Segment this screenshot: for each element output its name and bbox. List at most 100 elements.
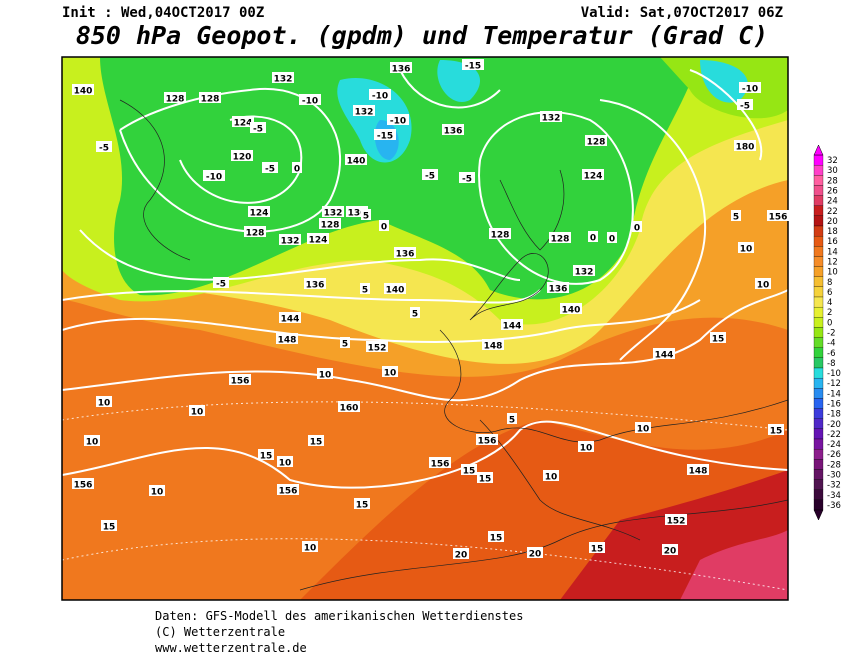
label-box (369, 89, 391, 100)
label-box (549, 232, 571, 243)
label-box (338, 401, 360, 412)
label-box (653, 348, 675, 359)
colorbar-cell (813, 428, 824, 440)
colorbar-label: 22 (827, 207, 838, 217)
colorbar-cell (813, 175, 824, 186)
colorbar-label: 0 (827, 318, 832, 328)
colorbar-label: 8 (827, 278, 832, 288)
colorbar-label: -10 (827, 369, 841, 379)
contour-label: 20 (455, 551, 468, 561)
colorbar-cell (813, 256, 824, 267)
contour-label: 128 (246, 229, 265, 239)
contour-label: 128 (201, 95, 220, 105)
label-box (501, 319, 523, 330)
map-title: 850 hPa Geopot. (gpdm) und Temperatur (G… (76, 21, 768, 50)
label-box (272, 72, 294, 83)
label-box (262, 162, 278, 173)
contour-label: 148 (278, 336, 297, 346)
colorbar-cell (813, 408, 824, 419)
label-box (768, 424, 784, 435)
contour-label: 144 (655, 351, 674, 361)
contour-label: 140 (562, 306, 581, 316)
colorbar-label: 4 (827, 298, 832, 308)
contour-label: -5 (740, 102, 750, 112)
contour-label: 140 (74, 87, 93, 97)
colorbar-label: -12 (827, 379, 841, 389)
contour-label: 136 (306, 281, 325, 291)
contour-label: 10 (304, 544, 317, 554)
valid-time: Valid: Sat,07OCT2017 06Z (581, 5, 783, 21)
colorbar-cell (813, 246, 824, 257)
contour-label: -5 (265, 165, 275, 175)
contour-label: 148 (484, 342, 503, 352)
colorbar-cell (813, 185, 824, 196)
label-box (322, 206, 344, 217)
label-box (477, 472, 493, 483)
colorbar-label: 32 (827, 156, 838, 166)
contour-label: 136 (348, 209, 367, 219)
contour-label: 15 (260, 452, 273, 462)
label-box (360, 283, 370, 294)
label-box (84, 435, 100, 446)
label-box (279, 312, 301, 323)
footer-line: Daten: GFS-Modell des amerikanischen Wet… (155, 609, 523, 623)
contour-label: 144 (503, 322, 522, 332)
label-box (540, 111, 562, 122)
label-box (248, 206, 270, 217)
label-box (462, 59, 484, 70)
label-box (453, 548, 469, 559)
contour-label: 10 (757, 281, 770, 291)
label-box (276, 333, 298, 344)
label-box (307, 233, 329, 244)
contour-label: 10 (580, 444, 593, 454)
colorbar-cell (813, 469, 824, 480)
contour-label: 128 (551, 235, 570, 245)
colorbar-cell (813, 296, 824, 308)
colorbar-cell (813, 276, 824, 288)
contour-label: -10 (742, 85, 758, 95)
colorbar-cell (813, 337, 824, 348)
footer-line: www.wetterzentrale.de (155, 641, 307, 655)
contour-label: 132 (324, 209, 343, 219)
contour-label: -10 (390, 117, 406, 127)
contour-label: 20 (664, 547, 677, 557)
label-box (304, 278, 326, 289)
contour-label: -5 (462, 175, 472, 185)
contour-label: 5 (363, 212, 369, 222)
label-box (755, 278, 771, 289)
label-box (229, 374, 251, 385)
colorbar-cell (813, 306, 824, 318)
label-box (422, 169, 438, 180)
colorbar-label: 6 (827, 288, 832, 298)
colorbar-label: -32 (827, 481, 841, 491)
label-box (258, 449, 274, 460)
label-box (101, 520, 117, 531)
label-box (292, 162, 302, 173)
label-box (476, 434, 498, 445)
label-box (189, 405, 205, 416)
colorbar-cell (813, 195, 824, 206)
label-box (429, 457, 451, 468)
colorbar-cell (813, 489, 824, 501)
contour-label: 10 (319, 371, 332, 381)
colorbar-label: 10 (827, 268, 838, 278)
label-box (277, 484, 299, 495)
contour-label: 152 (667, 517, 686, 527)
colorbar-cell (813, 377, 824, 389)
contour-label: 160 (340, 404, 359, 414)
contour-label: -10 (206, 173, 222, 183)
contour-label: 0 (381, 223, 387, 233)
label-box (346, 206, 368, 217)
coastlines (119, 99, 788, 591)
label-box (737, 99, 753, 110)
colorbar-cell (813, 235, 824, 247)
contour-label: 124 (309, 236, 328, 246)
colorbar-label: 2 (827, 308, 832, 318)
colorbar-cell (813, 317, 824, 328)
contour-label: 148 (689, 467, 708, 477)
colorbar-label: -26 (827, 450, 841, 460)
label-box (442, 124, 464, 135)
colorbar-cell (813, 448, 824, 460)
colorbar-label: 28 (827, 176, 838, 186)
